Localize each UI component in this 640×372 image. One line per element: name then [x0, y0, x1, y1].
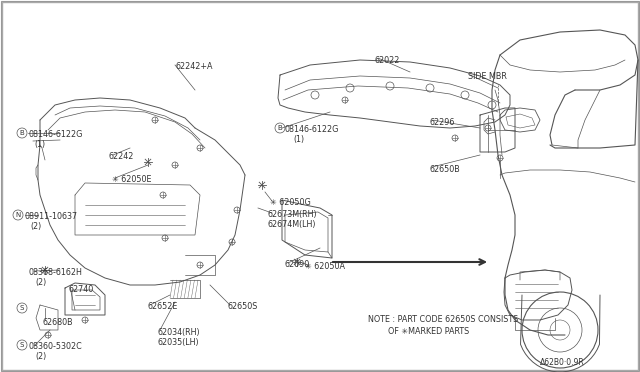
Text: 62242+A: 62242+A: [175, 62, 212, 71]
Text: 08360-5302C: 08360-5302C: [28, 342, 82, 351]
Text: (1): (1): [34, 140, 45, 149]
Text: B: B: [278, 125, 282, 131]
Text: NOTE : PART CODE 62650S CONSISTS: NOTE : PART CODE 62650S CONSISTS: [368, 315, 518, 324]
Text: 62650S: 62650S: [228, 302, 259, 311]
Text: 62034(RH): 62034(RH): [158, 328, 200, 337]
Text: 62296: 62296: [430, 118, 456, 127]
Text: N: N: [15, 212, 20, 218]
Text: S: S: [20, 305, 24, 311]
Text: 08368-6162H: 08368-6162H: [28, 268, 82, 277]
Text: 62674M(LH): 62674M(LH): [268, 220, 317, 229]
Text: Δ62Β0‧0.9R: Δ62Β0‧0.9R: [540, 358, 585, 367]
Text: 08911-10637: 08911-10637: [24, 212, 77, 221]
Text: ✳ 62050E: ✳ 62050E: [112, 175, 152, 184]
Text: ✳ 62050G: ✳ 62050G: [270, 198, 311, 207]
Text: 62680B: 62680B: [42, 318, 72, 327]
Text: 62740: 62740: [68, 285, 93, 294]
Text: 62090: 62090: [285, 260, 310, 269]
Text: (1): (1): [293, 135, 304, 144]
Text: ✳ 62050A: ✳ 62050A: [305, 262, 345, 271]
Text: 62652E: 62652E: [148, 302, 179, 311]
Text: (2): (2): [35, 278, 46, 287]
Text: 08146-6122G: 08146-6122G: [285, 125, 339, 134]
Text: 08146-6122G: 08146-6122G: [28, 130, 83, 139]
Text: 62650B: 62650B: [430, 165, 461, 174]
Text: 62035(LH): 62035(LH): [158, 338, 200, 347]
Text: (2): (2): [35, 352, 46, 361]
Text: 62022: 62022: [375, 56, 401, 65]
Text: B: B: [20, 130, 24, 136]
Text: (2): (2): [30, 222, 41, 231]
Text: S: S: [20, 342, 24, 348]
Text: SIDE MBR: SIDE MBR: [468, 72, 507, 81]
Text: 62242: 62242: [108, 152, 133, 161]
Text: OF ✳MARKED PARTS: OF ✳MARKED PARTS: [388, 327, 469, 336]
Text: 62673M(RH): 62673M(RH): [268, 210, 317, 219]
